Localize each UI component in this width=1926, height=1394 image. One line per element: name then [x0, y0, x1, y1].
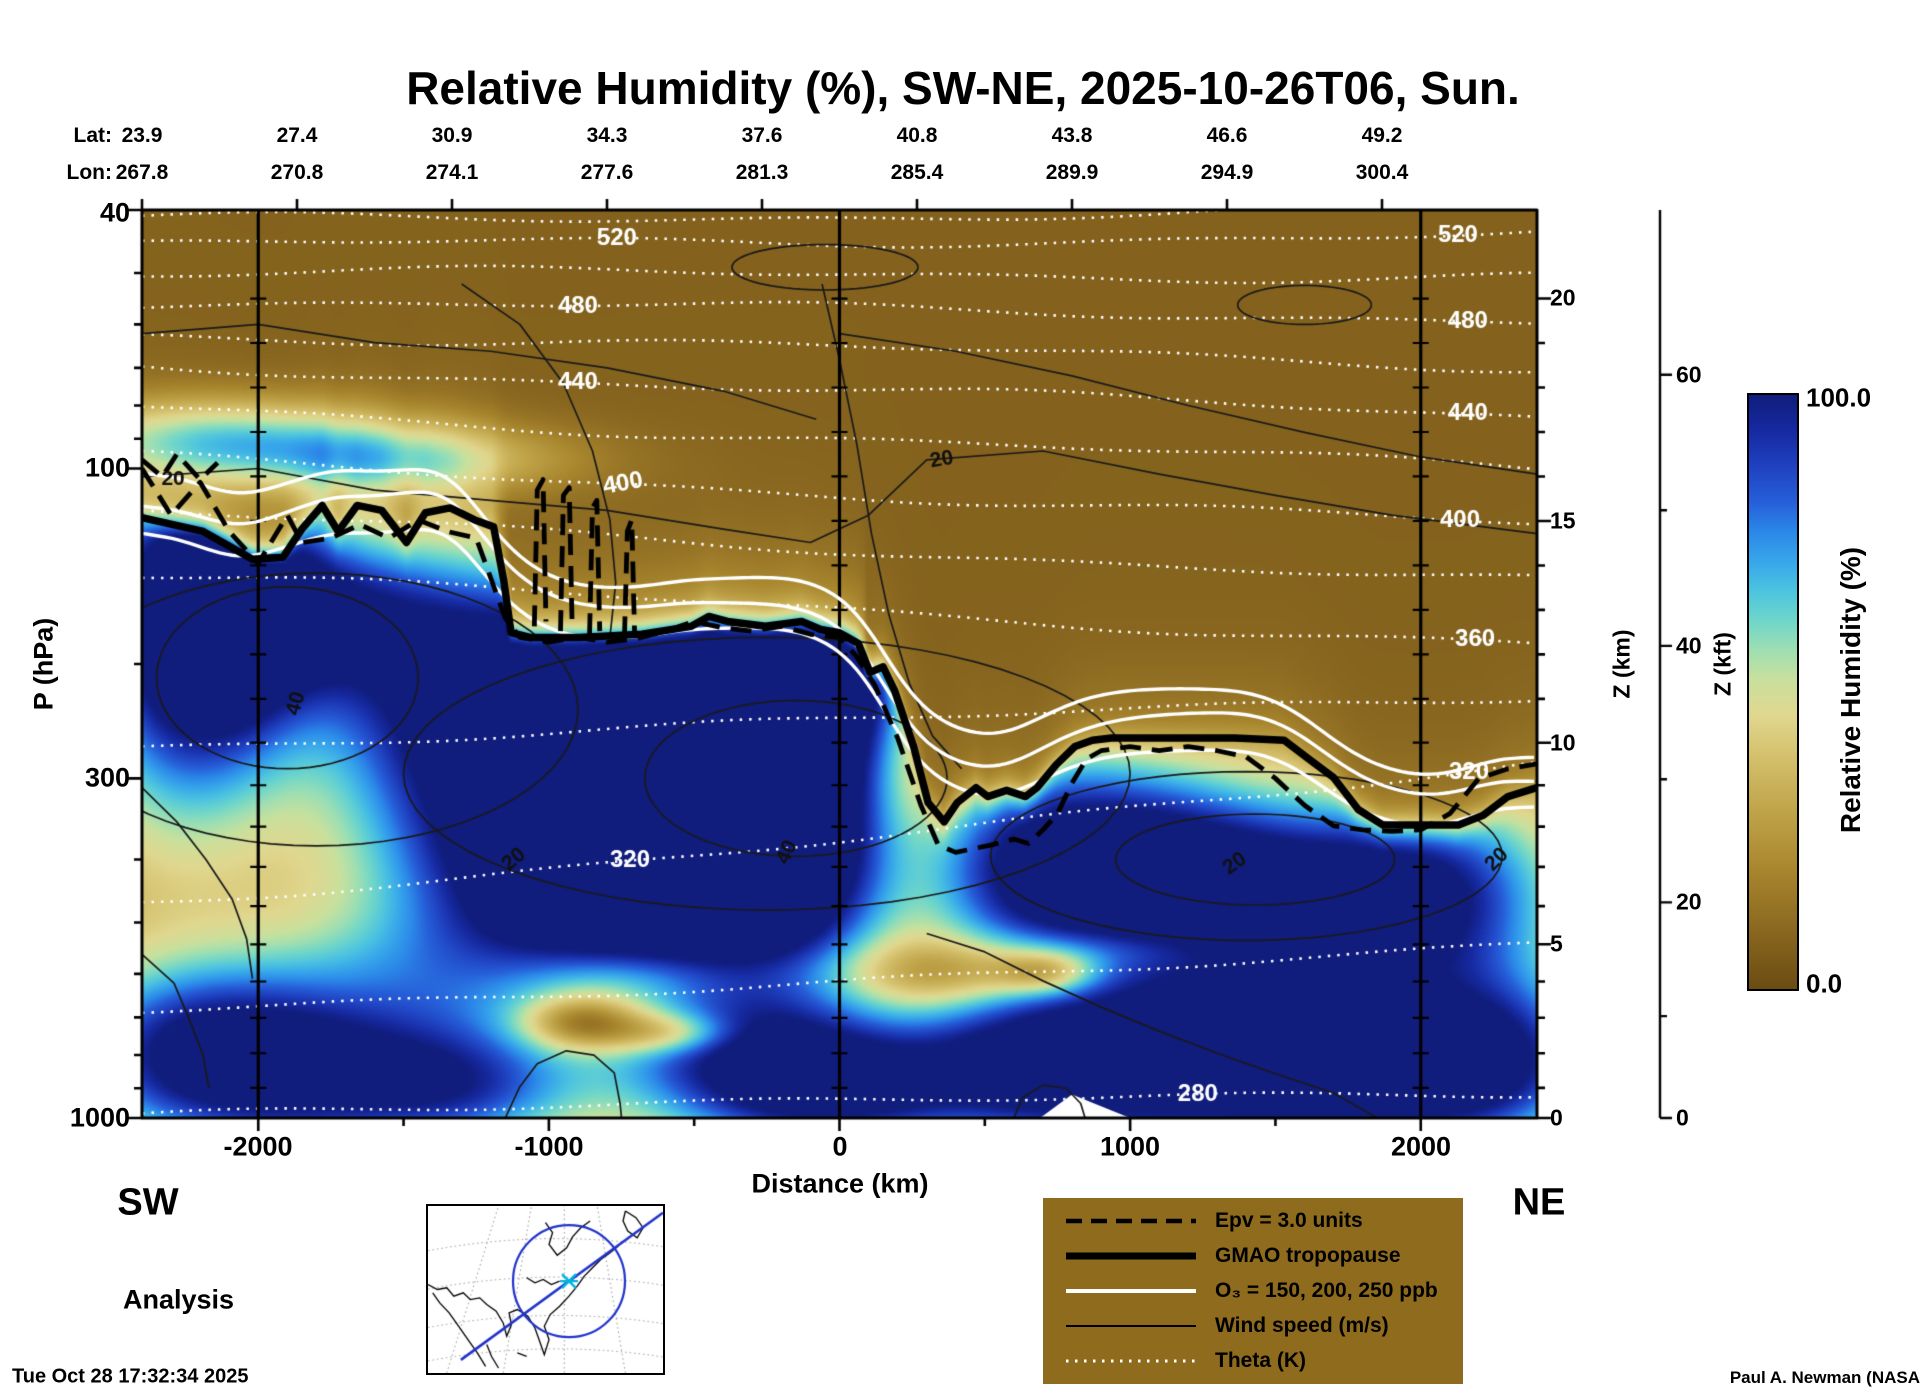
analysis-label: Analysis [123, 1284, 235, 1315]
lon-tick: 270.8 [270, 161, 324, 184]
colorbar-axis-label: Relative Humidity (%) [1835, 546, 1866, 834]
zkft-tick: 60 [1676, 361, 1702, 388]
lat-row-label: Lat: [73, 124, 113, 147]
legend-label: Epv = 3.0 units [1215, 1209, 1363, 1233]
legend-item-tropopause: GMAO tropopause [1043, 1244, 1463, 1268]
lon-tick: 300.4 [1355, 161, 1409, 184]
zkft-tick: 40 [1676, 632, 1702, 659]
lat-tick: 30.9 [431, 124, 473, 147]
legend-label: Wind speed (m/s) [1215, 1313, 1389, 1337]
lon-tick: 289.9 [1045, 161, 1099, 184]
zkft-tick: 20 [1676, 888, 1702, 915]
lat-tick: 40.8 [896, 124, 938, 147]
epv-dashed-line-sample [1066, 1219, 1196, 1224]
tropopause-line-sample [1066, 1252, 1196, 1260]
colorbar-min-label: 0.0 [1806, 968, 1843, 999]
pressure-tick: 40 [99, 197, 130, 228]
zkm-tick: 20 [1550, 284, 1576, 311]
zkm-tick: 15 [1550, 507, 1576, 534]
legend-label: Theta (K) [1215, 1348, 1306, 1372]
legend-item-wind: Wind speed (m/s) [1043, 1314, 1463, 1338]
pressure-tick: 100 [84, 452, 130, 483]
wind-line-sample [1066, 1324, 1196, 1327]
ozone-line-sample [1066, 1288, 1196, 1293]
lon-tick: 274.1 [425, 161, 479, 184]
lon-tick: 285.4 [890, 161, 944, 184]
zkm-axis-label: Z (km) [1608, 629, 1635, 699]
lon-row-label: Lon: [66, 161, 112, 184]
distance-axis-label: Distance (km) [751, 1168, 929, 1199]
pressure-tick: 300 [84, 762, 130, 793]
colorbar-gradient [1749, 395, 1797, 989]
lat-tick: 49.2 [1361, 124, 1403, 147]
lat-tick: 23.9 [121, 124, 163, 147]
credit: Paul A. Newman (NASA [1729, 1368, 1920, 1387]
legend-item-epv: Epv = 3.0 units [1043, 1209, 1463, 1233]
lat-tick: 37.6 [741, 124, 783, 147]
zkft-axis-label: Z (kft) [1709, 632, 1736, 696]
lat-tick: 43.8 [1051, 124, 1093, 147]
lat-tick: 46.6 [1206, 124, 1248, 147]
lon-tick: 294.9 [1200, 161, 1254, 184]
legend-item-ozone: O₃ = 150, 200, 250 ppb [1043, 1279, 1463, 1303]
sw-corner-label: SW [117, 1181, 179, 1224]
distance-tick: 0 [832, 1131, 848, 1162]
lon-tick: 281.3 [735, 161, 789, 184]
theta-dotted-line-sample [1066, 1359, 1196, 1363]
legend: Epv = 3.0 units GMAO tropopause O₃ = 150… [1043, 1198, 1463, 1384]
lat-tick: 27.4 [276, 124, 318, 147]
chart-title: Relative Humidity (%), SW-NE, 2025-10-26… [406, 62, 1520, 114]
distance-tick: -1000 [514, 1131, 584, 1162]
zkm-tick: 10 [1550, 729, 1576, 756]
zkm-tick: 0 [1550, 1104, 1563, 1131]
colorbar-max-label: 100.0 [1806, 382, 1872, 413]
lon-tick: 267.8 [115, 161, 169, 184]
inset-map [426, 1204, 665, 1375]
distance-tick: 1000 [1099, 1131, 1161, 1162]
legend-label: O₃ = 150, 200, 250 ppb [1215, 1278, 1438, 1302]
pressure-axis-label: P (hPa) [28, 617, 59, 711]
pressure-tick: 1000 [69, 1102, 130, 1133]
zkft-tick: 0 [1676, 1104, 1689, 1131]
zkm-tick: 5 [1550, 930, 1563, 957]
lat-tick: 34.3 [586, 124, 628, 147]
distance-tick: -2000 [223, 1131, 293, 1162]
lon-tick: 277.6 [580, 161, 634, 184]
distance-tick: 2000 [1390, 1131, 1452, 1162]
ne-corner-label: NE [1512, 1181, 1566, 1224]
legend-label: GMAO tropopause [1215, 1244, 1401, 1268]
timestamp: Tue Oct 28 17:32:34 2025 [12, 1365, 249, 1388]
legend-item-theta: Theta (K) [1043, 1349, 1463, 1373]
colorbar [1747, 393, 1799, 991]
